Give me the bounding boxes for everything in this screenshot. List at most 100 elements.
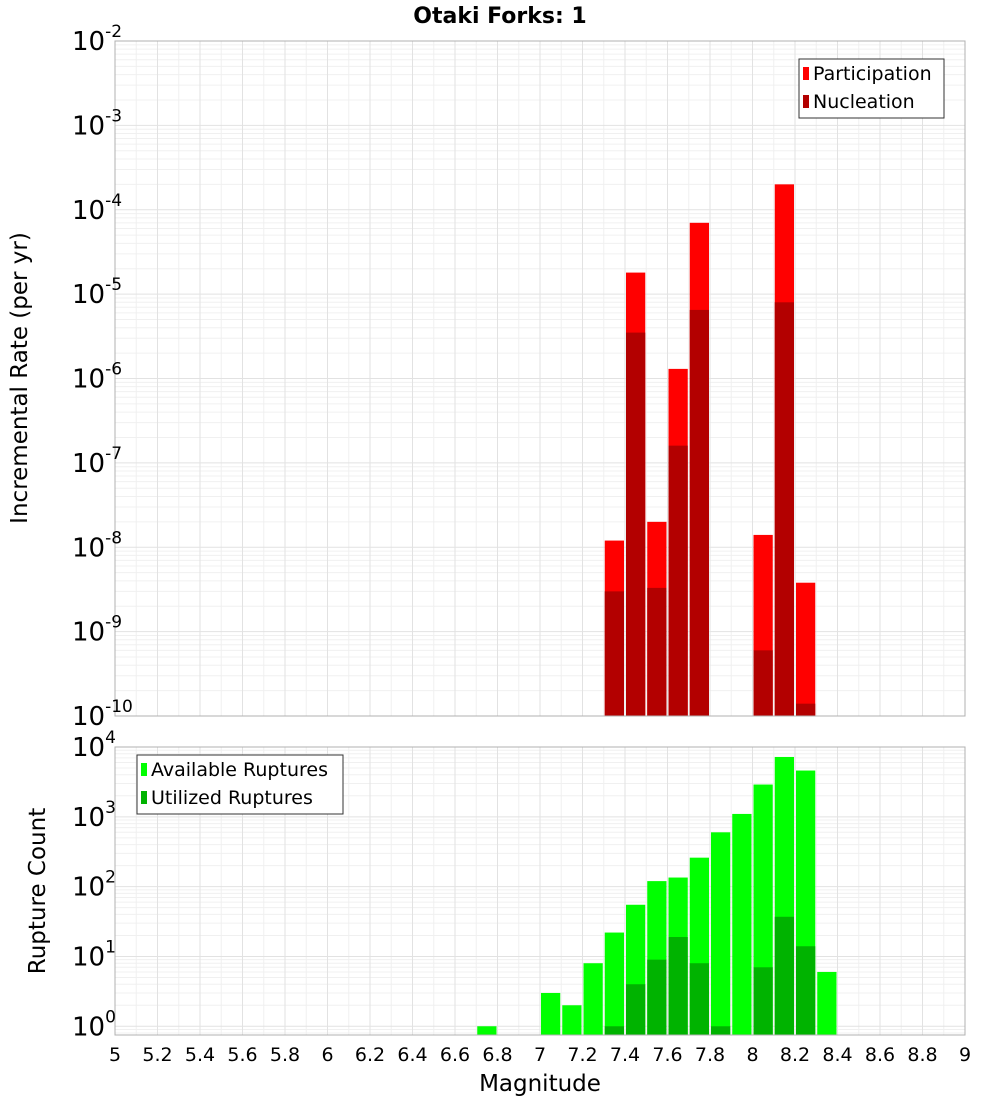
panel-rate-frame (114, 40, 966, 717)
x-tick-label: 8.2 (780, 1044, 810, 1066)
y-tick-exponent: -10 (105, 697, 133, 717)
legend-label: Participation (813, 63, 932, 85)
x-tick-label: 8.6 (865, 1044, 895, 1066)
y-tick-exponent: 2 (105, 868, 116, 888)
x-tick-label: 5 (109, 1044, 121, 1066)
y-tick-base: 10 (72, 196, 105, 226)
panel-count-legend: Available Ruptures Utilized Ruptures (136, 754, 344, 815)
y-tick-base: 10 (72, 618, 105, 648)
legend-swatch (803, 95, 809, 108)
x-tick-label: 6 (321, 1044, 333, 1066)
y-tick-base: 10 (72, 449, 105, 479)
bar-nucleation (604, 591, 624, 716)
bar-available-ruptures (477, 1026, 497, 1035)
legend-swatch (141, 763, 147, 776)
bar-nucleation (753, 650, 773, 716)
y-tick-base: 10 (72, 873, 105, 903)
legend-swatch (141, 791, 147, 804)
x-tick-label: 7.4 (610, 1044, 640, 1066)
bar-participation (796, 582, 816, 716)
panel-count-y-tick-label: 104 (72, 728, 116, 763)
bar-utilized-ruptures (626, 984, 646, 1035)
y-tick-exponent: -9 (105, 613, 122, 633)
legend-label: Utilized Ruptures (151, 787, 313, 809)
legend-label: Nucleation (813, 91, 915, 113)
panel-rate-y-tick-label: 10-6 (72, 360, 122, 395)
x-axis-ticks: 5 5.2 5.4 5.6 5.8 6 6.2 6.4 6.6 6.8 7 7.2 7.4 7.6 7.8 8… (109, 1044, 971, 1066)
bar-nucleation (796, 703, 816, 716)
x-axis-label: Magnitude (479, 1071, 601, 1097)
panel-count-y-tick-label: 101 (72, 937, 116, 972)
y-tick-base: 10 (72, 280, 105, 310)
bar-utilized-ruptures (647, 959, 667, 1035)
bar-available-ruptures (732, 813, 752, 1035)
panel-count-y-tick-label: 100 (72, 1007, 116, 1042)
bar-available-ruptures (711, 832, 731, 1035)
panel-rate-legend: Participation Nucleation (798, 58, 945, 119)
panel-rate-y-tick-label: 10-5 (72, 275, 122, 310)
y-tick-base: 10 (72, 803, 105, 833)
x-tick-label: 7 (534, 1044, 546, 1066)
x-tick-label: 6.6 (440, 1044, 470, 1066)
y-tick-base: 10 (72, 533, 105, 563)
y-tick-exponent: 0 (105, 1007, 116, 1027)
y-tick-base: 10 (72, 1012, 105, 1042)
panel-count-y-tick-label: 102 (72, 868, 116, 903)
panel-rate-y-tick-label: 10-8 (72, 528, 122, 563)
y-tick-exponent: -5 (105, 275, 122, 295)
x-tick-label: 6.4 (397, 1044, 427, 1066)
bar-available-ruptures (604, 932, 624, 1035)
panel-rate-y-tick-label: 10-10 (72, 697, 133, 732)
bar-utilized-ruptures (711, 1026, 731, 1035)
panel-count-y-tick-label: 103 (72, 798, 116, 833)
y-tick-base: 10 (72, 365, 105, 395)
x-tick-label: 6.2 (355, 1044, 385, 1066)
x-tick-label: 9 (959, 1044, 971, 1066)
panel-rate-bars (604, 184, 816, 717)
x-tick-label: 8.8 (907, 1044, 937, 1066)
y-tick-exponent: -2 (105, 22, 122, 42)
y-tick-base: 10 (72, 733, 105, 763)
y-tick-exponent: -7 (105, 444, 122, 464)
y-tick-base: 10 (72, 702, 105, 732)
panel-rate-y-tick-label: 10-7 (72, 444, 122, 479)
x-tick-label: 7.8 (695, 1044, 725, 1066)
panel-rate-y-tick-label: 10-3 (72, 106, 122, 141)
panel-rate-y-tick-label: 10-4 (72, 191, 122, 226)
panel-rate-y-tick-label: 10-9 (72, 613, 122, 648)
legend-label: Available Ruptures (151, 759, 328, 781)
y-tick-base: 10 (72, 942, 105, 972)
y-tick-exponent: 3 (105, 798, 116, 818)
x-tick-label: 7.6 (652, 1044, 682, 1066)
x-tick-label: 5.8 (270, 1044, 300, 1066)
bar-nucleation (626, 332, 646, 716)
panel-count-frame (114, 746, 966, 1036)
legend-box (136, 754, 344, 815)
panel-count-y-axis-label: Rupture Count (25, 808, 51, 974)
panel-rate-grid (114, 40, 966, 717)
x-tick-label: 5.6 (227, 1044, 257, 1066)
panel-rate-y-tick-label: 10-2 (72, 22, 122, 57)
x-tick-label: 5.2 (142, 1044, 172, 1066)
bar-nucleation (689, 309, 709, 716)
y-tick-exponent: -8 (105, 528, 122, 548)
panel-count-bars (477, 756, 837, 1035)
x-tick-label: 8 (746, 1044, 758, 1066)
bar-available-ruptures (817, 971, 837, 1035)
legend-swatch (803, 67, 809, 80)
y-tick-exponent: 4 (105, 728, 116, 748)
y-tick-base: 10 (72, 27, 105, 57)
bar-utilized-ruptures (774, 916, 794, 1035)
y-tick-base: 10 (72, 111, 105, 141)
x-tick-label: 5.4 (185, 1044, 215, 1066)
bar-available-ruptures (562, 1005, 582, 1035)
bar-utilized-ruptures (753, 967, 773, 1035)
bar-utilized-ruptures (668, 936, 688, 1035)
x-tick-label: 7.2 (567, 1044, 597, 1066)
bar-utilized-ruptures (689, 963, 709, 1035)
bar-utilized-ruptures (604, 1026, 624, 1035)
